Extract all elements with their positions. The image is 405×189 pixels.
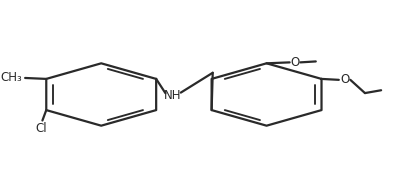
- Text: NH: NH: [164, 89, 181, 102]
- Text: O: O: [340, 73, 349, 86]
- Text: CH₃: CH₃: [0, 71, 22, 84]
- Text: O: O: [291, 56, 300, 69]
- Text: Cl: Cl: [36, 122, 47, 135]
